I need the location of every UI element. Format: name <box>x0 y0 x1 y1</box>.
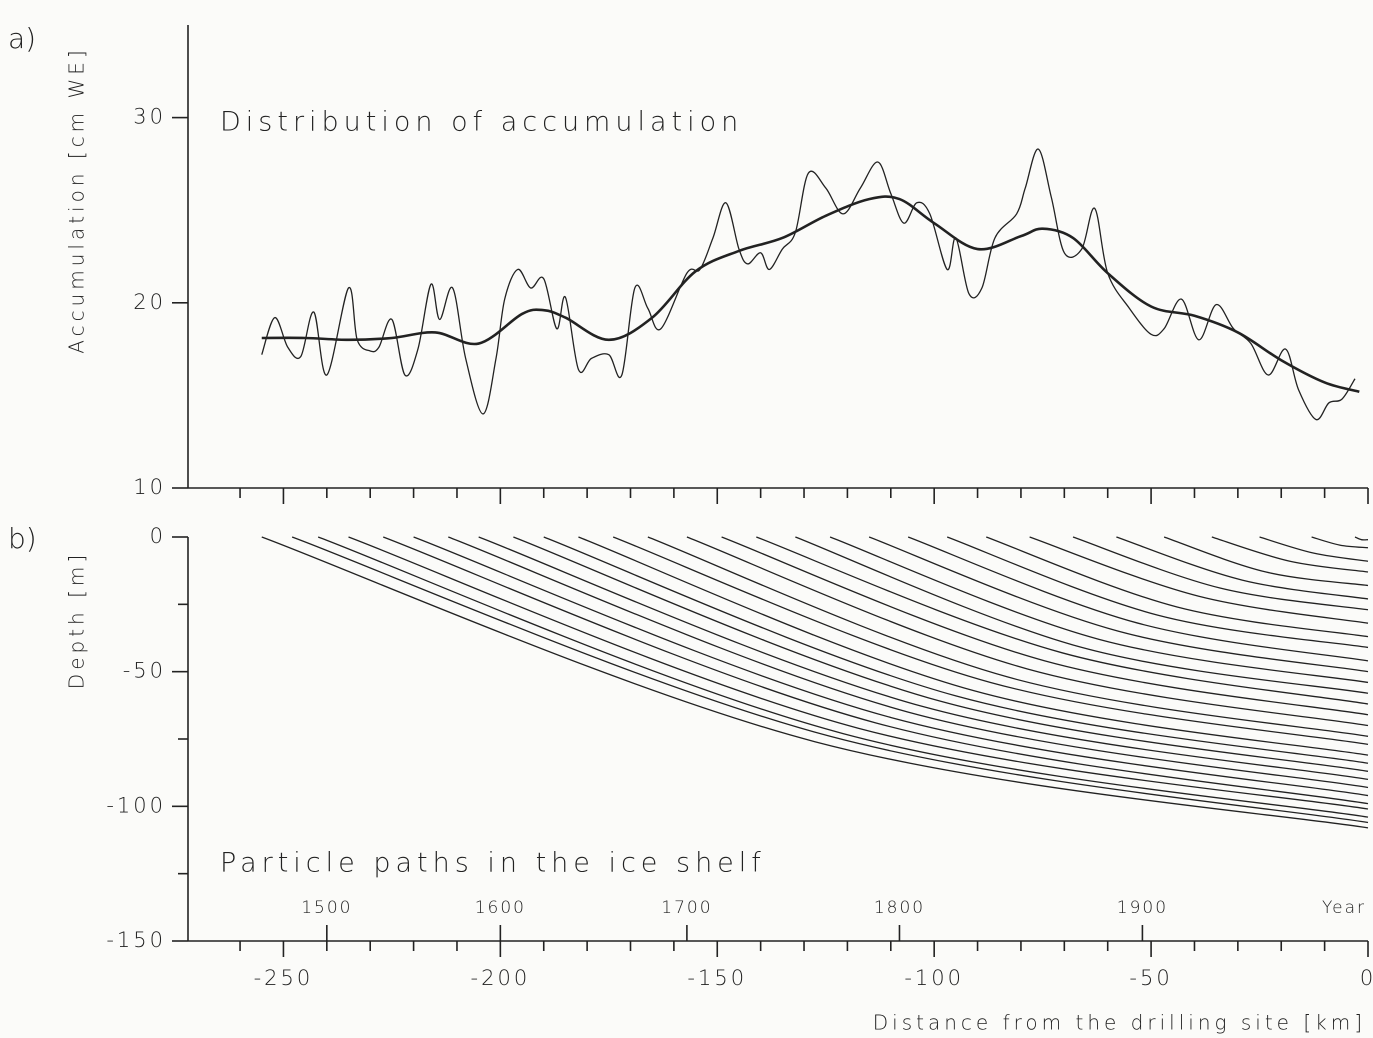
data-line <box>261 536 1369 829</box>
data-line <box>986 536 1369 638</box>
data-line <box>291 536 1369 824</box>
data-line <box>946 536 1369 649</box>
data-line <box>261 195 1360 393</box>
data-line <box>382 536 1369 805</box>
y-tick-label: -50 <box>123 659 166 683</box>
chart-title: Particle paths in the ice shelf <box>220 848 766 879</box>
y-tick-label: 20 <box>133 290 166 314</box>
data-line <box>478 536 1369 781</box>
data-line <box>448 536 1369 789</box>
chart-title: Distribution of accumulation <box>220 107 743 138</box>
x-tick-label: -200 <box>471 966 531 990</box>
data-line <box>1029 536 1369 624</box>
y-tick-label: -150 <box>106 928 166 952</box>
panel-label: b) <box>8 522 37 555</box>
data-line <box>1211 536 1369 573</box>
data-line <box>1259 536 1369 562</box>
data-line <box>907 536 1369 662</box>
data-line <box>348 536 1369 810</box>
data-line <box>1163 536 1369 587</box>
data-line <box>261 148 1356 421</box>
data-line <box>829 536 1369 684</box>
y-tick-label: 0 <box>150 524 166 548</box>
data-line <box>1072 536 1369 611</box>
data-line <box>513 536 1369 772</box>
x-tick-label: -150 <box>687 966 747 990</box>
year-axis-label: Year <box>1322 898 1366 918</box>
data-line <box>721 536 1369 716</box>
year-tick-label: 1800 <box>874 898 925 918</box>
data-line <box>686 536 1369 727</box>
y-tick-label: -100 <box>106 793 166 817</box>
data-line <box>317 536 1369 818</box>
x-axis-label: Distance from the drilling site [km] <box>873 1011 1366 1035</box>
data-line <box>756 536 1369 705</box>
y-axis-label: Depth [m] <box>65 551 89 689</box>
year-tick-label: 1600 <box>475 898 526 918</box>
x-tick-label: -100 <box>904 966 964 990</box>
data-line <box>543 536 1369 764</box>
data-line <box>578 536 1369 756</box>
x-tick-label: -250 <box>254 966 314 990</box>
x-tick-label: 0 <box>1360 966 1373 990</box>
year-tick-label: 1500 <box>301 898 352 918</box>
y-tick-label: 10 <box>133 475 166 499</box>
data-line <box>413 536 1369 797</box>
data-line <box>1354 536 1369 541</box>
x-tick-label: -50 <box>1129 966 1172 990</box>
data-line <box>795 536 1369 694</box>
data-line <box>612 536 1369 746</box>
data-line <box>868 536 1369 673</box>
year-tick-label: 1900 <box>1117 898 1168 918</box>
data-line <box>647 536 1369 737</box>
data-line <box>1311 536 1369 549</box>
y-axis-label: Accumulation [cm WE] <box>65 46 89 354</box>
y-tick-label: 30 <box>133 105 166 129</box>
year-tick-label: 1700 <box>661 898 712 918</box>
data-line <box>1116 536 1369 600</box>
panel-label: a) <box>8 22 36 55</box>
